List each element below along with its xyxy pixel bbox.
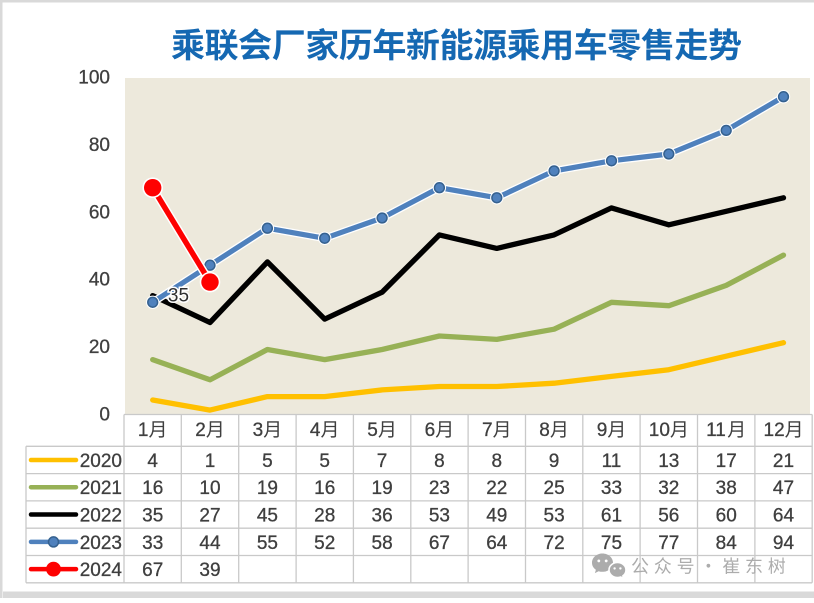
- svg-text:1: 1: [205, 451, 216, 472]
- svg-text:11: 11: [706, 420, 726, 441]
- svg-text:61: 61: [601, 506, 622, 527]
- svg-text:27: 27: [199, 506, 220, 527]
- svg-text:60: 60: [89, 202, 110, 223]
- svg-text:94: 94: [773, 533, 795, 554]
- svg-text:35: 35: [168, 286, 189, 307]
- svg-text:11: 11: [602, 451, 622, 472]
- svg-text:35: 35: [142, 506, 163, 527]
- svg-text:2023: 2023: [80, 533, 122, 554]
- svg-text:13: 13: [658, 451, 679, 472]
- svg-text:38: 38: [716, 478, 737, 499]
- svg-text:5: 5: [367, 420, 378, 441]
- svg-text:16: 16: [314, 478, 335, 499]
- svg-text:67: 67: [142, 560, 163, 581]
- svg-text:10: 10: [199, 478, 220, 499]
- svg-text:8: 8: [434, 451, 445, 472]
- svg-text:44: 44: [199, 533, 221, 554]
- svg-text:33: 33: [601, 478, 622, 499]
- svg-text:19: 19: [257, 478, 278, 499]
- svg-text:23: 23: [429, 478, 450, 499]
- svg-text:55: 55: [257, 533, 278, 554]
- svg-text:33: 33: [142, 533, 163, 554]
- svg-text:22: 22: [486, 478, 507, 499]
- svg-text:17: 17: [716, 451, 737, 472]
- svg-text:84: 84: [716, 533, 738, 554]
- svg-text:77: 77: [658, 533, 679, 554]
- svg-text:35: 35: [168, 286, 189, 307]
- svg-text:0: 0: [99, 405, 110, 426]
- svg-text:47: 47: [773, 478, 794, 499]
- svg-text:75: 75: [601, 533, 622, 554]
- svg-text:72: 72: [544, 533, 565, 554]
- svg-text:64: 64: [773, 506, 795, 527]
- svg-text:39: 39: [199, 560, 220, 581]
- svg-text:28: 28: [314, 506, 335, 527]
- svg-text:9: 9: [597, 420, 608, 441]
- svg-text:12: 12: [764, 420, 785, 441]
- svg-text:20: 20: [89, 337, 110, 358]
- svg-text:1: 1: [138, 420, 149, 441]
- svg-text:80: 80: [89, 135, 110, 156]
- svg-text:52: 52: [314, 533, 335, 554]
- svg-text:53: 53: [544, 506, 565, 527]
- svg-text:6: 6: [425, 420, 436, 441]
- svg-text:2022: 2022: [80, 506, 122, 527]
- svg-text:19: 19: [372, 478, 393, 499]
- svg-text:2021: 2021: [80, 478, 122, 499]
- svg-text:100: 100: [78, 68, 110, 89]
- svg-text:5: 5: [319, 451, 330, 472]
- svg-text:16: 16: [142, 478, 163, 499]
- svg-text:8: 8: [492, 451, 503, 472]
- svg-text:36: 36: [372, 506, 393, 527]
- svg-text:3: 3: [253, 420, 264, 441]
- svg-text:32: 32: [658, 478, 679, 499]
- svg-text:7: 7: [482, 420, 493, 441]
- svg-text:10: 10: [649, 420, 670, 441]
- svg-text:67: 67: [429, 533, 450, 554]
- svg-text:2020: 2020: [80, 451, 122, 472]
- svg-text:4: 4: [310, 420, 321, 441]
- svg-text:45: 45: [257, 506, 278, 527]
- svg-text:56: 56: [658, 506, 679, 527]
- svg-text:64: 64: [486, 533, 508, 554]
- svg-text:60: 60: [716, 506, 737, 527]
- svg-text:2: 2: [195, 420, 206, 441]
- svg-text:4: 4: [147, 451, 158, 472]
- svg-text:58: 58: [372, 533, 393, 554]
- svg-text:9: 9: [549, 451, 560, 472]
- svg-text:40: 40: [89, 270, 110, 291]
- svg-text:5: 5: [262, 451, 273, 472]
- svg-text:49: 49: [486, 506, 507, 527]
- svg-text:8: 8: [539, 420, 550, 441]
- svg-text:7: 7: [377, 451, 388, 472]
- svg-text:2024: 2024: [80, 560, 123, 581]
- svg-text:53: 53: [429, 506, 450, 527]
- svg-text:21: 21: [773, 451, 794, 472]
- svg-text:25: 25: [544, 478, 565, 499]
